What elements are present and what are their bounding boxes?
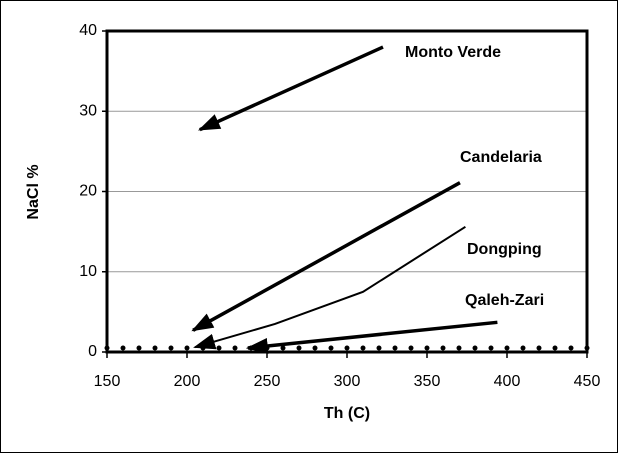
- x-tick-label: 300: [334, 373, 361, 390]
- y-tick-label: 20: [79, 183, 97, 200]
- arrow-line: [193, 225, 466, 350]
- x-tick-label: 150: [94, 373, 121, 390]
- dot-marker: [280, 345, 286, 351]
- dot-marker: [232, 345, 238, 351]
- plot-frame: [105, 29, 589, 354]
- y-tick-label: 0: [88, 343, 97, 360]
- dot-marker: [248, 345, 254, 351]
- dot-marker: [312, 345, 318, 351]
- dot-marker: [200, 345, 206, 351]
- y-tick-label: 40: [79, 22, 97, 39]
- dot-marker: [552, 345, 558, 351]
- dot-marker: [296, 345, 302, 351]
- dot-marker: [152, 345, 158, 351]
- dot-marker: [104, 345, 110, 351]
- dot-marker: [360, 345, 366, 351]
- arrow-line: [197, 45, 384, 132]
- dot-marker: [184, 345, 190, 351]
- dot-marker: [392, 345, 398, 351]
- x-axis-label: Th (C): [324, 405, 370, 422]
- dot-marker: [536, 345, 542, 351]
- dot-marker: [440, 345, 446, 351]
- series-label: Monto Verde: [405, 44, 501, 61]
- x-tick-label: 200: [174, 373, 201, 390]
- dot-marker: [344, 345, 350, 351]
- y-tick-label: 30: [79, 102, 97, 119]
- dot-marker: [328, 345, 334, 351]
- x-tick-label: 450: [574, 373, 601, 390]
- dot-marker: [136, 345, 142, 351]
- arrow-line: [191, 181, 461, 332]
- series-label: Candelaria: [460, 149, 542, 166]
- dot-marker: [456, 345, 462, 351]
- x-tick-label: 400: [494, 373, 521, 390]
- dot-marker: [520, 345, 526, 351]
- dot-marker: [376, 345, 382, 351]
- dot-marker: [168, 345, 174, 351]
- dot-marker: [488, 345, 494, 351]
- dot-marker: [216, 345, 222, 351]
- x-tick-label: 350: [414, 373, 441, 390]
- dot-marker: [408, 345, 414, 351]
- x-tick-label: 250: [254, 373, 281, 390]
- arrow-line: [245, 320, 498, 354]
- dot-marker: [120, 345, 126, 351]
- dot-marker: [568, 345, 574, 351]
- dot-marker: [264, 345, 270, 351]
- series-label: Qaleh-Zari: [465, 292, 544, 309]
- dot-marker: [504, 345, 510, 351]
- y-tick-label: 10: [79, 263, 97, 280]
- y-axis-label: NaCl %: [25, 164, 42, 219]
- series-label: Dongping: [467, 241, 542, 258]
- dot-marker: [472, 345, 478, 351]
- dot-marker: [584, 345, 590, 351]
- dot-marker: [424, 345, 430, 351]
